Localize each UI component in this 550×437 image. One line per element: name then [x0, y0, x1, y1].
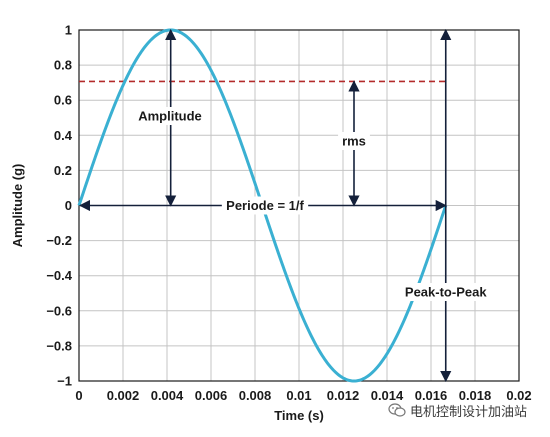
- y-tick-label: 0: [65, 198, 72, 213]
- amplitude-label-box: [134, 107, 206, 125]
- watermark: 电机控制设计加油站: [388, 400, 527, 420]
- wechat-icon: [388, 403, 406, 417]
- watermark-text: 电机控制设计加油站: [410, 404, 528, 420]
- period-label: Periode = 1/f: [226, 198, 304, 213]
- x-tick-label: 0.014: [371, 388, 404, 403]
- x-tick-label: 0.018: [459, 388, 492, 403]
- y-tick-label: −0.6: [46, 303, 72, 318]
- rms-label-group: rms: [338, 132, 370, 150]
- y-tick-label: −0.8: [46, 338, 72, 353]
- y-tick-label: −0.4: [46, 268, 72, 283]
- x-tick-label: 0: [75, 388, 82, 403]
- x-axis-label: Time (s): [274, 408, 324, 423]
- rms-label-box: [338, 132, 370, 150]
- x-tick-label: 0.002: [107, 388, 140, 403]
- peak-to-peak-label-box: [400, 283, 491, 301]
- rms-label: rms: [342, 134, 366, 149]
- x-tick-label: 0.02: [506, 388, 531, 403]
- period-label-box: [221, 196, 309, 215]
- y-tick-labels: 1 0.8 0.6 0.4 0.2 0 −0.2 −0.4 −0.6 −0.8 −1: [46, 23, 72, 389]
- amplitude-label-group: Amplitude: [134, 107, 206, 125]
- y-axis-label: Amplitude (g): [10, 164, 25, 248]
- y-tick-label: 0.6: [54, 93, 72, 108]
- x-tick-label: 0.006: [195, 388, 228, 403]
- y-tick-label: 0.4: [54, 128, 73, 143]
- x-tick-labels: 0 0.002 0.004 0.006 0.008 0.01 0.012 0.014 0.016…: [75, 388, 531, 403]
- x-tick-label: 0.012: [327, 388, 360, 403]
- annotation-labels: Amplitude rms Periode = 1/f Peak-to-Peak: [134, 107, 491, 301]
- peak-to-peak-label-group: Peak-to-Peak: [400, 283, 491, 301]
- peak-to-peak-label: Peak-to-Peak: [405, 285, 487, 300]
- amplitude-label: Amplitude: [138, 109, 202, 124]
- x-tick-label: 0.008: [239, 388, 272, 403]
- y-tick-label: 0.8: [54, 58, 72, 73]
- x-tick-label: 0.004: [151, 388, 184, 403]
- x-tick-label: 0.016: [415, 388, 448, 403]
- y-tick-label: −0.2: [46, 233, 72, 248]
- period-label-group: Periode = 1/f: [221, 196, 309, 215]
- y-tick-label: 0.2: [54, 163, 72, 178]
- x-tick-label: 0.01: [286, 388, 311, 403]
- y-tick-label: 1: [65, 23, 72, 38]
- y-tick-label: −1: [57, 374, 72, 389]
